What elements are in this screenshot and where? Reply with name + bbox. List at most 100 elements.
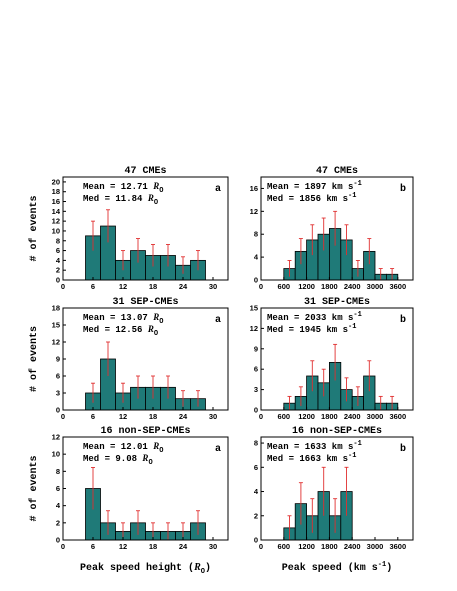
panel-title: 31 SEP-CMEs xyxy=(112,297,178,308)
y-tick-label: 12 xyxy=(52,338,60,347)
unit-sub: O xyxy=(154,199,158,207)
y-tick-label: 9 xyxy=(56,355,60,364)
x-tick-label: 0 xyxy=(259,282,263,291)
x-tick-label: 24 xyxy=(179,282,188,291)
y-tick-label: 2 xyxy=(254,511,258,520)
x-tick-label: 12 xyxy=(119,282,127,291)
x-tick-label: 3600 xyxy=(389,542,406,551)
text-part: Mean = 1633 km s xyxy=(267,442,353,452)
superscript: -1 xyxy=(353,311,361,319)
x-tick-label: 12 xyxy=(119,542,127,551)
y-tick-label: 16 xyxy=(250,184,258,193)
x-tick-label: 3600 xyxy=(389,282,406,291)
text-part: Med = 9.08 xyxy=(83,454,142,464)
panel-title: 16 non-SEP-CMEs xyxy=(292,426,382,437)
panel-title: 16 non-SEP-CMEs xyxy=(100,426,190,437)
y-tick-label: 4 xyxy=(254,253,259,262)
x-tick-label: 6 xyxy=(91,542,95,551)
unit-sub: O xyxy=(201,568,205,576)
annotation: Med = 1856 km s-1 xyxy=(267,192,356,204)
panel-title: 31 SEP-CMEs xyxy=(304,297,370,308)
text-part: Med = 1856 km s xyxy=(267,194,348,204)
superscript: -1 xyxy=(348,323,356,331)
y-tick-label: 6 xyxy=(254,463,258,472)
x-axis-label: Peak speed height (RO) xyxy=(80,562,211,576)
y-axis-label: # of events xyxy=(28,195,40,261)
x-tick-label: 2400 xyxy=(344,412,361,421)
y-tick-label: 6 xyxy=(56,372,60,381)
x-tick-label: 1200 xyxy=(298,282,315,291)
x-tick-label: 2400 xyxy=(344,282,361,291)
superscript: -1 xyxy=(353,180,361,188)
x-tick-label: 0 xyxy=(259,542,263,551)
panel-label: b xyxy=(400,443,406,455)
x-axis-label: Peak speed (km s-1) xyxy=(282,561,392,574)
text-part: Med = 11.84 xyxy=(83,194,148,204)
y-tick-label: 3 xyxy=(56,389,60,398)
panel: 16 non-SEP-CMEs 0 600 1200 1800 2400 3000 3600 0… xyxy=(254,426,414,574)
annotation: Mean = 1897 km s-1 xyxy=(267,180,362,192)
panel-label: b xyxy=(400,183,406,195)
y-tick-label: 12 xyxy=(250,207,258,216)
annotation: Med = 11.84 RO xyxy=(83,193,158,207)
x-tick-label: 1800 xyxy=(321,542,338,551)
y-tick-label: 12 xyxy=(52,433,60,442)
superscript: -1 xyxy=(378,561,386,569)
x-tick-label: 3000 xyxy=(367,542,384,551)
x-tick-label: 600 xyxy=(278,412,291,421)
x-tick-label: 0 xyxy=(61,542,65,551)
x-tick-label: 30 xyxy=(209,542,217,551)
text-part: Med = 12.56 xyxy=(83,325,148,335)
x-tick-label: 600 xyxy=(278,282,291,291)
y-axis-label: # of events xyxy=(28,326,40,392)
x-tick-label: 24 xyxy=(179,412,188,421)
panel-title: 47 CMEs xyxy=(316,166,358,177)
text-part: Mean = 1897 km s xyxy=(267,182,353,192)
y-tick-label: 2 xyxy=(56,518,60,527)
x-tick-label: 12 xyxy=(119,412,127,421)
unit-sub: O xyxy=(159,187,163,195)
y-tick-label: 4 xyxy=(56,256,61,265)
annotation: Mean = 12.71 RO xyxy=(83,181,163,195)
y-tick-label: 18 xyxy=(52,187,60,196)
plot-frame xyxy=(260,307,414,411)
annotation: Mean = 2033 km s-1 xyxy=(267,311,362,323)
annotation: Med = 1663 km s-1 xyxy=(267,452,356,464)
unit: R xyxy=(193,562,201,573)
superscript: -1 xyxy=(348,192,356,200)
text-part: Mean = 12.01 xyxy=(83,442,153,452)
text-part: Med = 1663 km s xyxy=(267,454,348,464)
unit: R xyxy=(152,181,159,191)
x-tick-label: 2400 xyxy=(344,542,361,551)
y-tick-label: 4 xyxy=(254,487,259,496)
y-tick-label: 0 xyxy=(254,536,258,545)
plot-frame xyxy=(62,176,229,281)
annotation: Med = 9.08 RO xyxy=(83,453,153,467)
y-tick-label: 6 xyxy=(56,484,60,493)
y-tick-label: 0 xyxy=(56,536,60,545)
text-part: Mean = 2033 km s xyxy=(267,313,353,323)
y-tick-label: 10 xyxy=(52,226,60,235)
unit-sub: O xyxy=(148,459,152,467)
plot-frame xyxy=(260,436,414,541)
annotation: Med = 1945 km s-1 xyxy=(267,323,356,335)
y-tick-label: 0 xyxy=(56,406,60,415)
text-part: Med = 1945 km s xyxy=(267,325,348,335)
annotation: Mean = 12.01 RO xyxy=(83,441,163,455)
y-tick-label: 8 xyxy=(56,467,60,476)
y-tick-label: 6 xyxy=(254,365,258,374)
y-tick-label: 6 xyxy=(56,246,60,255)
x-tick-label: 6 xyxy=(91,412,95,421)
x-tick-label: 18 xyxy=(149,412,157,421)
y-tick-label: 12 xyxy=(250,324,258,333)
unit: R xyxy=(147,193,154,203)
x-tick-label: 18 xyxy=(149,542,157,551)
text-part: Mean = 13.07 xyxy=(83,313,153,323)
x-tick-label: 6 xyxy=(91,282,95,291)
y-tick-label: 3 xyxy=(254,385,258,394)
x-tick-label: 0 xyxy=(259,412,263,421)
y-tick-label: 15 xyxy=(250,304,258,313)
